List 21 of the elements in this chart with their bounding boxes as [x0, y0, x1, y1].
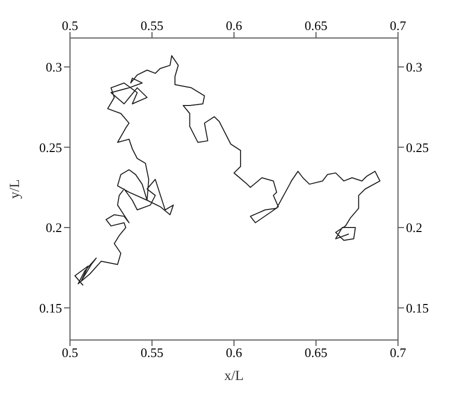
- y2-tick-label: 0.15: [406, 300, 429, 316]
- x2-tick-label: 0.65: [304, 345, 328, 360]
- y-tick-label: 0.15: [39, 300, 62, 316]
- y-tick-label: 0.25: [39, 140, 62, 155]
- y2-tick-label: 0.3: [406, 60, 422, 75]
- x-tick-label: 0.65: [304, 18, 328, 33]
- x2-tick-label: 0.6: [226, 345, 243, 360]
- x-tick-label: 0.55: [140, 18, 164, 33]
- x2-tick-label: 0.7: [390, 345, 407, 360]
- x-tick-label: 0.6: [226, 18, 243, 33]
- x-axis-title: x/L: [224, 369, 244, 384]
- y-axis-title: y/L: [8, 179, 23, 199]
- line-series: [74, 55, 380, 286]
- y-tick-label: 0.3: [46, 60, 62, 75]
- y2-tick-label: 0.25: [406, 140, 429, 155]
- y2-tick-label: 0.2: [406, 220, 422, 236]
- x2-tick-label: 0.5: [62, 345, 78, 360]
- x-tick-label: 0.5: [62, 18, 78, 33]
- y-tick-label: 0.2: [46, 220, 62, 236]
- x2-tick-label: 0.55: [140, 345, 164, 360]
- x-tick-label: 0.7: [390, 18, 407, 33]
